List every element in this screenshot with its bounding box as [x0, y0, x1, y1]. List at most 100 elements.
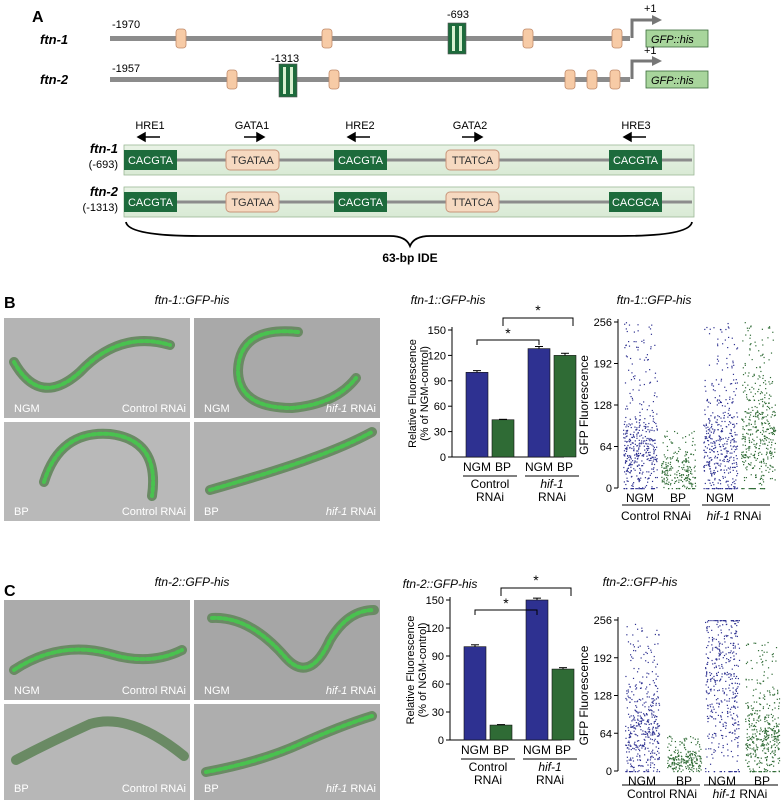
scatter-point	[743, 464, 745, 466]
scatter-point	[728, 436, 730, 439]
scatter-point	[639, 452, 642, 455]
scatter-point	[630, 759, 632, 761]
scatter-point	[643, 771, 645, 773]
scatter-point	[632, 677, 635, 680]
scatter-point	[687, 765, 689, 767]
scatter-point	[691, 484, 693, 486]
scatter-point	[655, 718, 657, 721]
scatter-point	[624, 455, 626, 457]
scatter-point	[719, 437, 721, 439]
scatter-point	[649, 759, 651, 761]
scatter-point	[777, 747, 779, 749]
scatter-point	[633, 718, 635, 720]
scatter-point	[700, 758, 702, 760]
scatter-point	[731, 637, 733, 639]
scatter-point	[729, 678, 732, 680]
scatter-point	[730, 642, 732, 645]
scatter-point	[656, 460, 658, 463]
scatter-point	[759, 771, 761, 773]
scatter-point	[668, 765, 670, 768]
scatter-point	[725, 437, 727, 439]
scatter-point	[630, 488, 632, 490]
scatter-point	[653, 764, 656, 766]
scatter-point	[630, 765, 632, 768]
scatter-point	[761, 424, 763, 426]
scatter-point	[771, 453, 773, 455]
scatter-point	[728, 652, 730, 654]
scatter-point	[681, 742, 683, 744]
scatter-point	[721, 453, 723, 455]
scatter-point	[719, 436, 722, 439]
scatter-point	[711, 753, 713, 756]
scatter-point	[638, 447, 640, 449]
scatter-point	[761, 328, 764, 330]
scatter-point	[763, 437, 766, 440]
scatter-point	[662, 463, 664, 465]
scatter-point	[727, 659, 730, 661]
scatter-point	[764, 438, 766, 440]
scatter-point	[716, 623, 718, 626]
scatter-point	[749, 388, 751, 391]
scatter-point	[744, 457, 746, 459]
scatter-point	[656, 396, 658, 398]
scatter-point	[763, 431, 765, 433]
scatter-point	[626, 707, 628, 709]
scatter-point	[737, 746, 739, 748]
scatter-point	[720, 380, 722, 382]
scatter-point	[625, 416, 627, 419]
ftn1-tss-arrow: +1	[630, 3, 662, 38]
panel-b-bar-title: ftn-1::GFP-his	[411, 293, 486, 307]
scatter-point	[710, 415, 712, 417]
scatter-point	[646, 696, 648, 698]
scatter-point	[715, 379, 717, 381]
scatter-point	[625, 697, 627, 700]
scatter-point	[623, 429, 625, 431]
scatter-point	[766, 733, 768, 736]
scatter-point	[706, 621, 709, 623]
scatter-point	[719, 620, 721, 622]
x-tick-label: NGM	[463, 460, 491, 474]
scatter-point	[723, 469, 725, 471]
scatter-point	[650, 651, 653, 653]
scatter-point	[717, 415, 719, 417]
svg-text:TGATAA: TGATAA	[231, 155, 274, 167]
scatter-point	[709, 419, 711, 422]
scatter-point	[745, 720, 747, 723]
scatter-point	[756, 749, 758, 751]
scatter-point	[734, 645, 736, 647]
scatter-point	[762, 664, 764, 666]
scatter-point	[725, 450, 728, 452]
scatter-point	[645, 731, 647, 733]
scatter-point	[750, 713, 752, 715]
scatter-point	[703, 470, 706, 472]
scatter-point	[745, 759, 747, 761]
scatter-point	[748, 463, 750, 466]
scatter-point	[764, 771, 766, 773]
scatter-point	[665, 462, 667, 464]
scatter-point	[653, 694, 655, 696]
scatter-point	[731, 652, 734, 654]
scatter-point	[725, 447, 727, 449]
scatter-point	[626, 690, 628, 692]
scatter-point	[772, 715, 774, 717]
scatter-point	[690, 483, 693, 485]
scatter-point	[710, 690, 712, 692]
scatter-point	[628, 748, 630, 750]
scatter-point	[747, 739, 749, 741]
scatter-point	[760, 745, 762, 747]
scatter-point	[668, 481, 670, 483]
scatter-point	[632, 442, 634, 444]
scatter-point	[774, 730, 776, 732]
scatter-point	[717, 671, 719, 673]
scatter-point	[648, 459, 650, 462]
scatter-point	[644, 747, 647, 749]
scatter-point	[710, 474, 713, 476]
scatter-point	[747, 707, 750, 709]
scatter-point	[652, 468, 654, 470]
scatter-point	[671, 740, 673, 742]
scatter-point	[778, 741, 781, 744]
scatter-point	[731, 365, 733, 367]
scatter-point	[763, 740, 765, 742]
scatter-point	[628, 438, 631, 441]
scatter-point	[751, 406, 753, 409]
